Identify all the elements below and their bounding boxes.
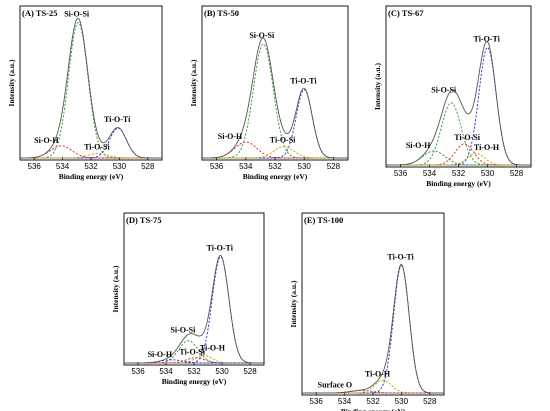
peak-label-ti-o-si: Ti-O-Si [454, 133, 480, 142]
peak-label-ti-o-ti: Ti-O-Ti [290, 77, 317, 86]
x-tick-label: 534 [56, 162, 70, 171]
x-tick-label: 534 [338, 397, 352, 406]
x-tick-label: 528 [327, 162, 341, 171]
peak-label-ti-o-h: Ti-O-H [474, 143, 500, 152]
x-tick-label: 532 [187, 367, 201, 376]
y-axis-label: Intensity (a.u.) [189, 59, 198, 106]
panel-ts-75: 536 534 532 530 528 Binding energy (eV) Intens… [111, 212, 265, 386]
y-axis-label: Intensity (a.u.) [373, 63, 382, 110]
peak-label-ti-o-ti: Ti-O-Ti [474, 34, 501, 43]
x-tick-label: 534 [423, 169, 437, 178]
x-tick-label: 534 [159, 367, 173, 376]
x-axis-label: Binding energy (eV) [341, 407, 406, 411]
x-tick-label: 530 [395, 397, 409, 406]
peak-label-ti-o-h: Ti-O-H [200, 344, 226, 353]
peak-label-si-o-si: Si-O-Si [170, 326, 196, 335]
peak-label-surface-o: Surface O [318, 380, 352, 389]
x-axis-label: Binding energy (eV) [162, 377, 227, 386]
x-tick-label: 534 [239, 162, 253, 171]
x-tick-label: 532 [452, 169, 466, 178]
component-peak-ti-o-h [386, 152, 531, 166]
panel-ts-67: 536 534 532 530 528 Binding energy (eV) Intens… [373, 5, 532, 188]
component-peak-ti-o-ti [202, 89, 348, 159]
peak-label-si-o-h: Si-O-H [34, 136, 59, 145]
peak-label-si-o-si: Si-O-Si [431, 86, 457, 95]
peak-label-ti-o-ti: Ti-O-Ti [387, 253, 414, 262]
x-tick-label: 532 [366, 397, 380, 406]
x-axis-label: Binding energy (eV) [243, 172, 308, 181]
y-axis-label: Intensity (a.u.) [111, 265, 120, 312]
x-tick-label: 530 [298, 162, 312, 171]
component-peak-ti-o-si [20, 152, 162, 159]
peak-label-ti-o-h: Ti-O-H [365, 369, 391, 378]
component-peak-si-o-h [386, 150, 531, 166]
envelope-curve [202, 37, 348, 159]
panel-ts-100: 536 534 532 530 528 Binding energy (eV) Intens… [289, 212, 445, 411]
peak-label-ti-o-ti: Ti-O-Ti [207, 244, 234, 253]
panel-title: (B) TS-50 [204, 8, 239, 18]
panel-title: (E) TS-100 [304, 215, 343, 225]
panel-ts-50: 536 534 532 530 528 Binding energy (eV) Intens… [189, 5, 349, 181]
x-tick-label: 530 [113, 162, 127, 171]
x-axis-label: Binding energy (eV) [59, 172, 124, 181]
x-tick-label: 528 [141, 162, 155, 171]
peak-label-si-o-si: Si-O-Si [249, 31, 275, 40]
panel-ts-25: 536 534 532 530 528 Binding energy (eV) Intens… [7, 5, 163, 181]
peak-label-ti-o-si: Ti-O-Si [270, 136, 296, 145]
envelope-curve [302, 263, 444, 394]
x-tick-label: 536 [131, 367, 145, 376]
x-tick-label: 536 [210, 162, 224, 171]
x-tick-label: 532 [268, 162, 282, 171]
peak-label-si-o-si: Si-O-Si [64, 9, 90, 18]
y-axis-label: Intensity (a.u.) [7, 59, 16, 106]
component-peak-ti-o-si [202, 146, 348, 159]
x-tick-label: 528 [510, 169, 524, 178]
x-tick-label: 528 [243, 367, 257, 376]
y-axis-label: Intensity (a.u.) [289, 280, 298, 327]
envelope-curve [124, 255, 264, 364]
x-tick-label: 528 [423, 397, 437, 406]
x-tick-label: 536 [310, 397, 324, 406]
peak-label-si-o-h: Si-O-H [148, 350, 173, 359]
peak-label-ti-o-ti: Ti-O-Ti [104, 115, 131, 124]
x-axis-label: Binding energy (eV) [426, 179, 491, 188]
plot-frame [301, 212, 445, 396]
panel-title: (C) TS-67 [388, 8, 424, 18]
x-tick-label: 530 [481, 169, 495, 178]
peak-label-ti-o-si: Ti-O-Si [179, 348, 205, 357]
x-tick-label: 530 [215, 367, 229, 376]
peak-label-si-o-h: Si-O-H [406, 141, 431, 150]
plot-frame [123, 212, 265, 366]
peak-label-si-o-h: Si-O-H [218, 132, 243, 141]
envelope-curve [20, 17, 162, 159]
envelope-curve [386, 40, 531, 166]
peak-label-ti-o-si: Ti-O-Si [84, 142, 110, 151]
x-tick-label: 536 [394, 169, 408, 178]
panel-title: (D) TS-75 [126, 215, 162, 225]
x-tick-label: 536 [28, 162, 42, 171]
x-tick-label: 532 [84, 162, 98, 171]
panel-title: (A) TS-25 [22, 8, 58, 18]
